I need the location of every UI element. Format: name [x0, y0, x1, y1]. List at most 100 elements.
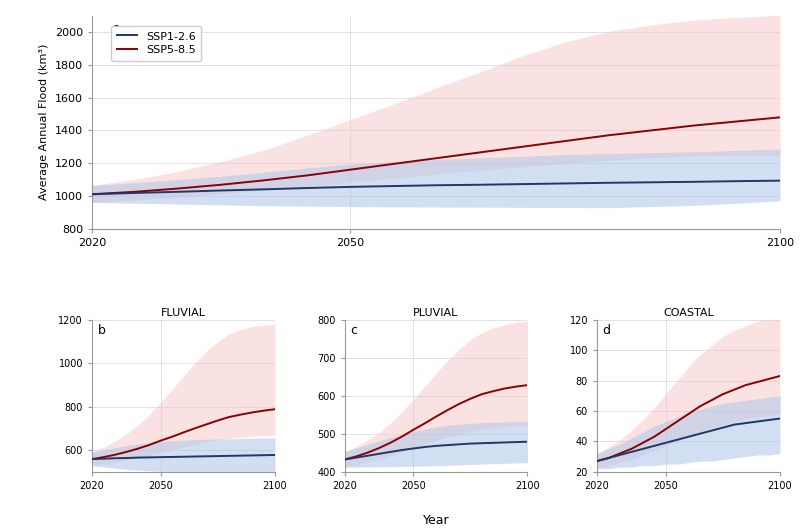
SSP1-2.6	[775, 178, 785, 184]
SSP5-8.5	[442, 407, 452, 413]
SSP5-8.5	[173, 186, 182, 192]
SSP5-8.5	[225, 414, 234, 420]
SSP1-2.6	[474, 182, 484, 188]
SSP5-8.5	[615, 450, 625, 457]
SSP5-8.5	[706, 397, 716, 403]
Title: FLUVIAL: FLUVIAL	[161, 307, 206, 317]
SSP5-8.5	[133, 446, 142, 452]
SSP1-2.6	[156, 454, 166, 461]
SSP1-2.6	[604, 455, 614, 461]
SSP5-8.5	[732, 118, 742, 125]
SSP5-8.5	[340, 456, 350, 463]
SSP1-2.6	[522, 438, 532, 445]
SSP1-2.6	[741, 420, 750, 426]
SSP1-2.6	[517, 181, 526, 187]
Line: SSP1-2.6: SSP1-2.6	[92, 181, 780, 195]
SSP1-2.6	[454, 441, 464, 447]
Text: b: b	[98, 324, 106, 337]
SSP5-8.5	[236, 411, 246, 418]
SSP5-8.5	[122, 449, 131, 455]
SSP5-8.5	[650, 434, 659, 440]
SSP1-2.6	[442, 442, 452, 448]
SSP5-8.5	[764, 376, 774, 382]
Line: SSP5-8.5: SSP5-8.5	[345, 385, 527, 460]
SSP1-2.6	[695, 430, 705, 437]
SSP5-8.5	[684, 411, 694, 417]
SSP5-8.5	[259, 177, 269, 183]
Legend: SSP1-2.6, SSP5-8.5: SSP1-2.6, SSP5-8.5	[111, 26, 201, 61]
SSP1-2.6	[270, 452, 280, 458]
SSP5-8.5	[202, 421, 211, 428]
SSP5-8.5	[646, 127, 656, 134]
SSP1-2.6	[87, 191, 97, 198]
SSP5-8.5	[167, 434, 177, 440]
SSP1-2.6	[346, 184, 355, 190]
SSP5-8.5	[302, 172, 312, 179]
SSP1-2.6	[110, 455, 120, 462]
SSP5-8.5	[258, 408, 268, 414]
SSP5-8.5	[477, 391, 486, 398]
SSP5-8.5	[213, 417, 222, 423]
SSP5-8.5	[522, 382, 532, 388]
SSP5-8.5	[592, 458, 602, 464]
Line: SSP1-2.6: SSP1-2.6	[92, 455, 275, 459]
SSP5-8.5	[144, 442, 154, 448]
SSP5-8.5	[386, 440, 395, 446]
SSP1-2.6	[98, 455, 108, 462]
SSP5-8.5	[718, 391, 728, 398]
SSP1-2.6	[167, 454, 177, 460]
SSP1-2.6	[646, 179, 656, 186]
SSP5-8.5	[397, 434, 406, 440]
Line: SSP1-2.6: SSP1-2.6	[597, 419, 780, 461]
SSP5-8.5	[178, 429, 188, 436]
SSP5-8.5	[351, 453, 361, 460]
SSP1-2.6	[661, 440, 670, 446]
SSP5-8.5	[374, 445, 384, 452]
SSP1-2.6	[259, 186, 269, 192]
SSP5-8.5	[454, 401, 464, 407]
SSP1-2.6	[431, 182, 441, 189]
SSP1-2.6	[247, 452, 257, 458]
SSP5-8.5	[730, 386, 739, 393]
SSP1-2.6	[672, 437, 682, 443]
SSP5-8.5	[517, 144, 526, 150]
SSP1-2.6	[764, 417, 774, 423]
SSP5-8.5	[752, 379, 762, 385]
SSP1-2.6	[511, 439, 521, 445]
SSP1-2.6	[202, 453, 211, 460]
SSP1-2.6	[173, 189, 182, 195]
SSP1-2.6	[408, 445, 418, 452]
SSP5-8.5	[156, 437, 166, 444]
SSP1-2.6	[420, 444, 430, 450]
SSP5-8.5	[130, 189, 140, 195]
SSP1-2.6	[603, 180, 613, 186]
SSP1-2.6	[684, 434, 694, 440]
SSP5-8.5	[638, 440, 647, 446]
SSP5-8.5	[626, 446, 636, 452]
SSP1-2.6	[87, 456, 97, 462]
SSP5-8.5	[216, 182, 226, 188]
SSP5-8.5	[420, 420, 430, 427]
Y-axis label: Average Annual Flood (km³): Average Annual Flood (km³)	[39, 44, 50, 200]
SSP1-2.6	[431, 443, 441, 449]
SSP1-2.6	[190, 453, 200, 460]
SSP5-8.5	[247, 409, 257, 416]
Text: Year: Year	[422, 514, 450, 527]
Text: c: c	[350, 324, 357, 337]
SSP1-2.6	[615, 452, 625, 458]
SSP1-2.6	[592, 458, 602, 464]
Line: SSP5-8.5: SSP5-8.5	[92, 117, 780, 195]
SSP1-2.6	[650, 443, 659, 449]
SSP5-8.5	[466, 395, 475, 402]
SSP5-8.5	[408, 427, 418, 433]
SSP5-8.5	[672, 418, 682, 425]
Line: SSP5-8.5: SSP5-8.5	[92, 409, 275, 459]
SSP5-8.5	[87, 456, 97, 462]
SSP5-8.5	[560, 138, 570, 144]
SSP1-2.6	[706, 428, 716, 434]
SSP1-2.6	[130, 190, 140, 196]
Title: COASTAL: COASTAL	[663, 307, 714, 317]
SSP1-2.6	[213, 453, 222, 460]
SSP5-8.5	[110, 452, 120, 458]
SSP5-8.5	[346, 166, 355, 173]
